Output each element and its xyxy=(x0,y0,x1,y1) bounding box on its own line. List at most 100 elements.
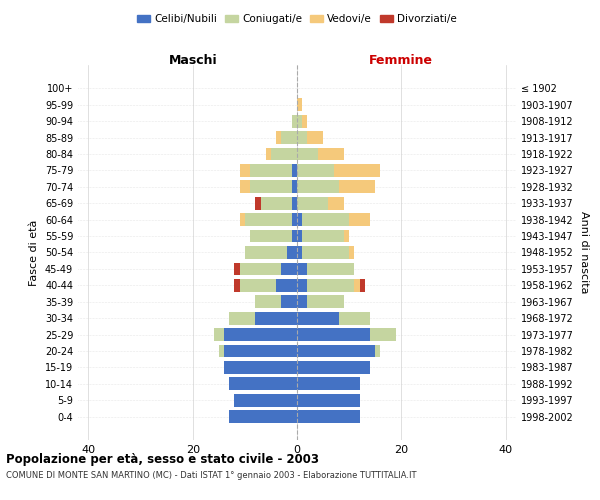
Bar xyxy=(229,378,297,390)
Bar xyxy=(292,180,297,194)
Bar xyxy=(229,410,297,423)
Bar xyxy=(297,246,355,259)
Bar xyxy=(297,410,359,423)
Bar xyxy=(214,328,297,341)
Bar xyxy=(276,132,297,144)
Bar xyxy=(297,344,380,358)
Bar xyxy=(297,148,318,160)
Bar xyxy=(276,132,297,144)
Bar xyxy=(297,214,302,226)
Bar xyxy=(297,279,307,291)
Bar xyxy=(297,98,302,111)
Bar xyxy=(255,312,297,324)
Bar xyxy=(235,262,297,276)
Bar xyxy=(224,344,297,358)
Bar xyxy=(297,378,359,390)
Bar xyxy=(297,394,359,406)
Bar xyxy=(297,410,359,423)
Bar xyxy=(297,410,359,423)
Bar xyxy=(281,296,297,308)
Bar xyxy=(297,394,359,406)
Bar xyxy=(297,296,344,308)
Bar xyxy=(297,328,396,341)
Bar xyxy=(224,361,297,374)
Bar xyxy=(239,279,297,291)
Bar xyxy=(297,98,302,111)
Bar xyxy=(281,132,297,144)
Bar xyxy=(292,214,297,226)
Bar xyxy=(297,115,307,128)
Bar xyxy=(255,296,297,308)
Bar xyxy=(214,328,297,341)
Bar xyxy=(250,180,297,194)
Bar xyxy=(297,246,355,259)
Bar xyxy=(239,164,297,177)
Bar xyxy=(297,296,307,308)
Bar xyxy=(297,164,334,177)
Bar xyxy=(239,262,297,276)
Bar xyxy=(239,180,297,194)
Bar xyxy=(292,115,297,128)
Text: Maschi: Maschi xyxy=(169,54,217,67)
Bar xyxy=(297,148,344,160)
Bar xyxy=(297,262,355,276)
Bar xyxy=(297,361,370,374)
Bar xyxy=(297,180,375,194)
Bar xyxy=(297,312,370,324)
Bar xyxy=(229,378,297,390)
Bar xyxy=(255,296,297,308)
Bar xyxy=(297,344,380,358)
Bar xyxy=(297,132,323,144)
Bar xyxy=(287,246,297,259)
Bar xyxy=(297,132,323,144)
Bar xyxy=(219,344,297,358)
Bar xyxy=(245,214,297,226)
Bar xyxy=(214,328,297,341)
Bar xyxy=(266,148,297,160)
Bar xyxy=(245,246,297,259)
Bar xyxy=(297,197,328,209)
Bar xyxy=(297,214,370,226)
Bar xyxy=(297,394,359,406)
Bar xyxy=(297,180,339,194)
Bar xyxy=(297,262,307,276)
Bar xyxy=(250,230,297,242)
Bar xyxy=(297,394,359,406)
Bar xyxy=(297,328,396,341)
Bar xyxy=(255,197,297,209)
Bar xyxy=(297,262,355,276)
Bar xyxy=(229,312,297,324)
Legend: Celibi/Nubili, Coniugati/e, Vedovi/e, Divorziati/e: Celibi/Nubili, Coniugati/e, Vedovi/e, Di… xyxy=(133,10,461,29)
Bar xyxy=(219,344,297,358)
Bar xyxy=(229,410,297,423)
Bar xyxy=(297,378,359,390)
Bar xyxy=(297,262,355,276)
Bar xyxy=(245,246,297,259)
Text: Femmine: Femmine xyxy=(369,54,433,67)
Bar xyxy=(297,344,375,358)
Bar xyxy=(297,344,380,358)
Bar xyxy=(266,148,297,160)
Bar xyxy=(229,410,297,423)
Bar xyxy=(271,148,297,160)
Bar xyxy=(245,246,297,259)
Bar xyxy=(281,262,297,276)
Bar xyxy=(297,279,355,291)
Bar xyxy=(239,279,297,291)
Bar xyxy=(297,361,370,374)
Bar xyxy=(260,197,297,209)
Bar xyxy=(255,296,297,308)
Bar xyxy=(297,148,344,160)
Bar xyxy=(239,180,297,194)
Y-axis label: Fasce di età: Fasce di età xyxy=(29,220,39,286)
Bar xyxy=(297,328,370,341)
Bar xyxy=(250,230,297,242)
Bar xyxy=(235,394,297,406)
Bar xyxy=(224,361,297,374)
Bar xyxy=(235,394,297,406)
Bar xyxy=(239,214,297,226)
Bar xyxy=(292,164,297,177)
Bar xyxy=(224,361,297,374)
Bar xyxy=(297,312,370,324)
Bar xyxy=(297,312,339,324)
